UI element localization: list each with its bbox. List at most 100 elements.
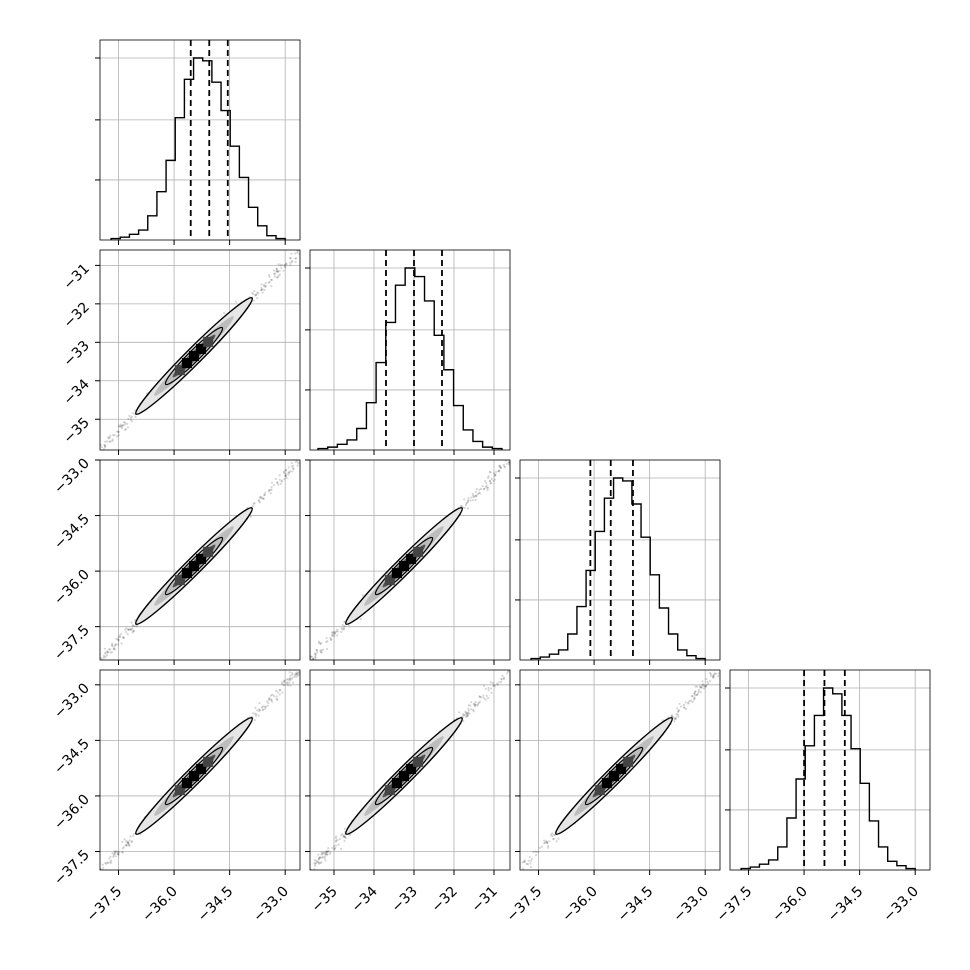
sample-point bbox=[325, 853, 329, 856]
sample-point bbox=[501, 674, 504, 677]
sample-point bbox=[302, 667, 304, 669]
density-block bbox=[174, 365, 185, 376]
histogram-step bbox=[740, 687, 916, 870]
sample-point bbox=[131, 624, 135, 627]
sample-point bbox=[342, 627, 345, 630]
sample-point bbox=[302, 879, 304, 881]
sample-point bbox=[507, 670, 510, 673]
sample-point bbox=[510, 668, 512, 670]
sample-point bbox=[504, 886, 506, 888]
y-tick-label: −32 bbox=[61, 299, 93, 331]
sample-point bbox=[519, 871, 521, 873]
sample-point bbox=[260, 283, 263, 286]
sample-point bbox=[336, 634, 339, 637]
sample-point bbox=[474, 704, 477, 707]
sample-point bbox=[280, 480, 283, 483]
sample-point bbox=[254, 293, 258, 296]
sample-point bbox=[256, 297, 259, 300]
sample-point bbox=[257, 292, 260, 295]
sample-point bbox=[320, 651, 323, 654]
sample-point bbox=[486, 486, 489, 490]
sample-point bbox=[313, 661, 315, 663]
sample-point bbox=[490, 691, 493, 694]
sample-point bbox=[89, 458, 91, 460]
sample-point bbox=[291, 464, 295, 467]
sample-point bbox=[99, 663, 101, 665]
panel-3-2: −37.5 −36.0 −34.5 −33.0 bbox=[504, 669, 721, 925]
sample-point bbox=[484, 485, 488, 488]
sample-point bbox=[264, 491, 267, 494]
sample-point bbox=[103, 446, 106, 449]
sample-point bbox=[505, 886, 507, 888]
sample-point bbox=[96, 874, 98, 876]
sample-point bbox=[116, 852, 119, 856]
sample-point bbox=[299, 454, 301, 456]
sample-point bbox=[286, 682, 289, 685]
sample-point bbox=[673, 718, 677, 721]
density-block bbox=[181, 778, 192, 789]
sample-point bbox=[301, 450, 303, 452]
sample-point bbox=[299, 666, 301, 668]
sample-point bbox=[325, 640, 328, 644]
sample-point bbox=[275, 267, 278, 271]
sample-point bbox=[717, 672, 720, 675]
sample-point bbox=[333, 630, 336, 634]
sample-point bbox=[320, 649, 323, 652]
sample-point bbox=[100, 664, 102, 666]
sample-point bbox=[111, 852, 114, 855]
density-block bbox=[623, 756, 634, 767]
histogram-step bbox=[110, 57, 286, 240]
sample-point bbox=[104, 651, 107, 654]
sample-point bbox=[283, 679, 286, 682]
sample-point bbox=[273, 272, 277, 275]
sample-point bbox=[277, 263, 280, 266]
sample-point bbox=[94, 660, 96, 662]
sample-point bbox=[106, 651, 109, 654]
sample-point bbox=[300, 668, 302, 670]
sample-point bbox=[500, 677, 503, 680]
sample-point bbox=[474, 701, 477, 704]
sample-point bbox=[130, 420, 134, 423]
sample-point bbox=[93, 873, 95, 875]
sample-point bbox=[87, 878, 89, 880]
sample-point bbox=[684, 701, 687, 704]
sample-point bbox=[717, 674, 720, 678]
sample-point bbox=[90, 461, 92, 463]
sample-point bbox=[132, 630, 135, 633]
sample-point bbox=[485, 484, 488, 487]
sample-point bbox=[712, 676, 715, 679]
sample-point bbox=[701, 683, 704, 686]
sample-point bbox=[97, 663, 99, 665]
sample-point bbox=[279, 264, 282, 267]
sample-point bbox=[123, 423, 126, 426]
sample-point bbox=[302, 877, 304, 879]
sample-point bbox=[298, 457, 300, 459]
sample-point bbox=[526, 863, 529, 866]
sample-point bbox=[303, 455, 305, 457]
panel-0-0 bbox=[95, 39, 301, 245]
sample-point bbox=[122, 635, 125, 639]
sample-point bbox=[303, 874, 305, 876]
sample-point bbox=[305, 868, 307, 870]
sample-point bbox=[116, 430, 119, 433]
sample-point bbox=[276, 270, 279, 273]
sample-point bbox=[87, 878, 89, 880]
sample-point bbox=[316, 860, 319, 863]
panel-frame bbox=[99, 669, 301, 871]
sample-point bbox=[314, 862, 317, 865]
sample-point bbox=[295, 673, 298, 676]
sample-point bbox=[470, 496, 473, 499]
sample-point bbox=[104, 445, 107, 448]
sample-point bbox=[297, 673, 300, 676]
density-block bbox=[189, 561, 199, 571]
sample-point bbox=[128, 844, 131, 848]
sample-point bbox=[498, 681, 501, 684]
sample-point bbox=[508, 878, 510, 880]
sample-point bbox=[291, 259, 294, 263]
sample-point bbox=[308, 661, 310, 663]
sample-point bbox=[113, 850, 116, 853]
sample-point bbox=[291, 681, 295, 684]
sample-point bbox=[338, 837, 342, 841]
sample-point bbox=[258, 496, 262, 499]
x-tick-label: −35 bbox=[309, 884, 341, 916]
